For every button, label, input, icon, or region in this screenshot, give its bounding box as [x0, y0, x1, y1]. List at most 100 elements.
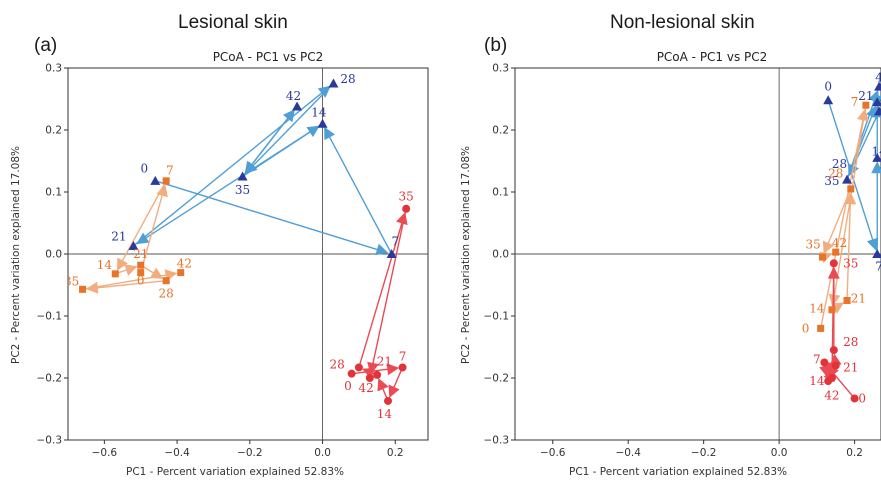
- data-point-square: [79, 285, 87, 293]
- data-point-square: [137, 269, 145, 277]
- trajectory-arrow-head: [866, 237, 879, 251]
- data-point-triangle: [874, 81, 881, 91]
- trajectory-arrow-shaft: [358, 222, 403, 368]
- y-tick-label: 0.3: [45, 63, 62, 75]
- time-point-label: 35: [843, 256, 858, 270]
- trajectory-arrow-head: [871, 161, 881, 174]
- time-point-label: 28: [832, 157, 847, 171]
- data-point-triangle: [150, 175, 161, 185]
- trajectory-arrow-shaft: [833, 373, 856, 399]
- data-point-triangle: [874, 106, 881, 116]
- trajectory-arrow-shaft: [82, 274, 167, 291]
- time-point-label: 35: [824, 174, 839, 188]
- trajectory-arrow-head: [388, 384, 400, 398]
- time-point-label: 14: [809, 374, 825, 388]
- trajectory-arrow-head: [386, 363, 400, 376]
- trajectory-arrow-head: [124, 264, 138, 276]
- data-point-square: [832, 248, 840, 256]
- y-tick-label: 0.1: [492, 187, 509, 199]
- time-point-label: 35: [805, 238, 820, 252]
- time-point-label: 35: [399, 189, 414, 203]
- plot-title-lesional: PCoA - PC1 vs PC2: [212, 50, 324, 64]
- data-point-square: [177, 269, 185, 277]
- trajectory-arrow-shaft: [328, 136, 393, 255]
- y-tick-label: −0.1: [484, 311, 510, 323]
- time-point-label: 35: [235, 183, 250, 197]
- trajectory-arrow-shaft: [155, 180, 378, 251]
- trajectory-arrow-head: [324, 126, 335, 141]
- x-axis-label-non-lesional: PC1 - Percent variation explained 52.83%: [569, 466, 787, 478]
- time-point-label: 0: [137, 274, 145, 288]
- time-point-label: 7: [399, 349, 407, 363]
- time-point-label: 42: [824, 388, 839, 402]
- time-point-label: 21: [858, 89, 873, 103]
- y-axis-label-non-lesional: PC2 - Percent variation explained 17.08%: [460, 146, 472, 364]
- data-point-triangle: [386, 249, 397, 258]
- data-point-triangle: [872, 249, 881, 258]
- plot-lesional: −0.6 −0.4 −0.2 0.0 0.2−0.3−0.2−0.10.00.10.20…: [37, 63, 429, 459]
- time-point-label: 14: [97, 258, 113, 272]
- time-point-label: 0: [824, 80, 832, 94]
- data-point-circle: [850, 394, 859, 403]
- time-point-label: 7: [391, 235, 399, 249]
- time-point-label: 42: [832, 236, 847, 250]
- time-point-label: 14: [809, 302, 825, 316]
- data-point-circle: [384, 396, 392, 405]
- data-point-square: [843, 297, 851, 304]
- time-point-label: 28: [340, 72, 355, 86]
- data-point-square: [817, 324, 825, 332]
- trajectory-arrow-shaft: [252, 83, 334, 167]
- time-point-label: 28: [843, 335, 858, 349]
- time-point-label: 14: [311, 106, 327, 120]
- trajectory-arrow-shaft: [251, 106, 298, 166]
- data-point-triangle: [872, 152, 881, 162]
- trajectory-arrow-shaft: [372, 208, 407, 364]
- time-point-label: 28: [159, 287, 174, 301]
- x-axis-label-lesional: PC1 - Percent variation explained 52.83%: [126, 466, 344, 478]
- time-point-label: 0: [858, 391, 866, 405]
- trajectory-arrow-shaft: [827, 188, 852, 244]
- data-point-circle: [820, 358, 829, 367]
- data-point-circle: [347, 369, 356, 378]
- trajectory-arrow-shaft: [819, 119, 864, 329]
- time-point-label: 7: [851, 95, 859, 109]
- data-point-circle: [827, 374, 836, 382]
- time-point-label: 0: [802, 321, 810, 335]
- y-tick-label: −0.2: [37, 373, 63, 385]
- time-point-label: 0: [344, 379, 352, 393]
- plot-title-non-lesional: PCoA - PC1 vs PC2: [656, 50, 768, 64]
- x-tick-label: −0.6: [92, 447, 118, 459]
- time-point-label: 42: [286, 89, 301, 103]
- data-point-triangle: [317, 118, 328, 128]
- trajectory-arrow-head: [377, 377, 389, 392]
- data-point-circle: [354, 363, 363, 372]
- data-point-circle: [829, 346, 838, 355]
- y-tick-label: 0.0: [492, 249, 509, 261]
- trajectory-arrow-shaft: [242, 131, 311, 178]
- panel-heading-lesional: Lesional skin: [178, 12, 288, 33]
- time-point-label: 0: [141, 161, 149, 175]
- y-tick-label: −0.3: [37, 435, 63, 447]
- time-point-label: 21: [377, 354, 392, 368]
- data-point-triangle: [237, 171, 248, 181]
- y-tick-label: 0.2: [492, 125, 509, 137]
- data-point-square: [111, 270, 119, 278]
- panel-letter-b: (b): [484, 35, 508, 56]
- data-point-square: [819, 253, 827, 261]
- data-point-triangle: [328, 78, 339, 88]
- x-tick-label: −0.4: [615, 447, 641, 459]
- trajectory-arrow-head: [116, 257, 128, 271]
- x-tick-label: 0.2: [846, 447, 863, 459]
- panel-letter-a: (a): [34, 35, 58, 56]
- trajectory-arrow-head: [844, 192, 857, 205]
- time-point-label: 42: [875, 70, 881, 84]
- data-point-triangle: [823, 95, 834, 105]
- data-point-triangle: [128, 240, 139, 250]
- x-tick-label: 0.2: [387, 447, 404, 459]
- time-point-label: 42: [359, 381, 374, 395]
- y-tick-label: 0.0: [45, 249, 62, 261]
- time-point-label: 21: [111, 230, 126, 244]
- trajectory-arrow-shaft: [846, 203, 852, 301]
- x-tick-label: −0.2: [237, 447, 263, 459]
